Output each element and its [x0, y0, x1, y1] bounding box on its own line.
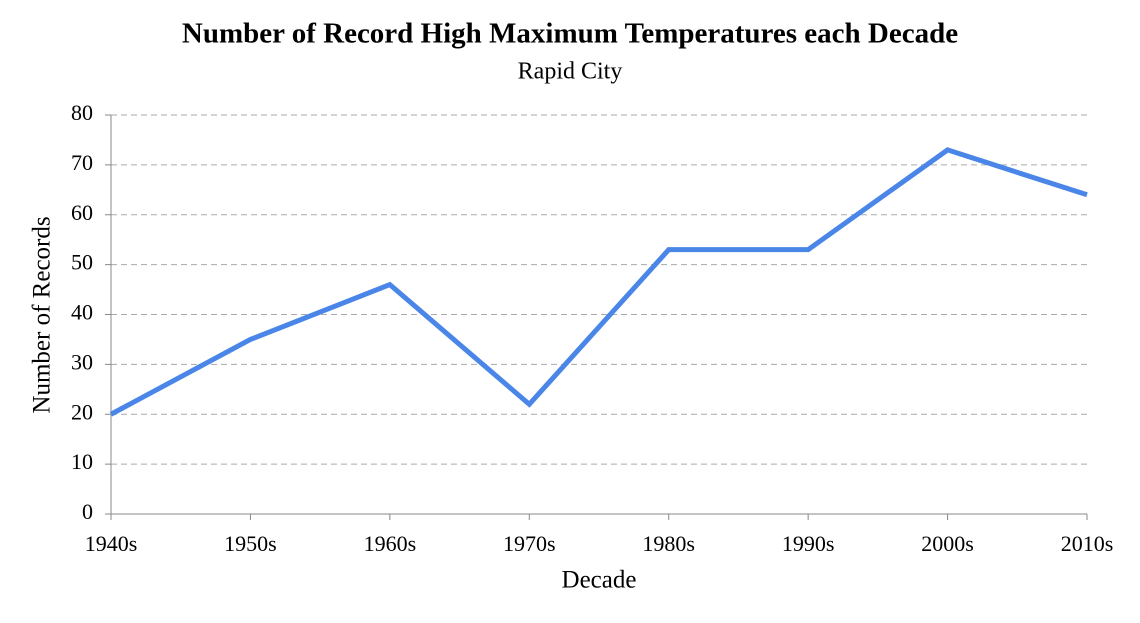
y-tick-label: 30 [71, 349, 93, 374]
x-tick-label: 2010s [1061, 531, 1114, 556]
x-tick-label: 1980s [642, 531, 695, 556]
y-tick-label: 40 [71, 300, 93, 325]
chart-subtitle: Rapid City [518, 59, 623, 85]
chart-title: Number of Record High Maximum Temperatur… [182, 18, 958, 50]
y-tick-label: 0 [82, 499, 93, 524]
y-tick-label: 10 [71, 449, 93, 474]
x-tick-label: 1970s [503, 531, 556, 556]
y-tick-label: 50 [71, 250, 93, 275]
x-tick-label: 2000s [921, 531, 974, 556]
data-line [109, 147, 1088, 417]
x-tick-label: 1990s [782, 531, 835, 556]
y-axis-label: Number of Records [29, 216, 56, 413]
x-tick-label: 1960s [364, 531, 417, 556]
x-tick-label: 1950s [224, 531, 277, 556]
y-tick-label: 80 [71, 100, 93, 125]
x-axis-label: Decade [562, 567, 637, 594]
y-tick-label: 70 [71, 150, 93, 175]
y-tick-label: 60 [71, 200, 93, 225]
x-tick-label: 1940s [85, 531, 138, 556]
y-tick-label: 20 [71, 399, 93, 424]
